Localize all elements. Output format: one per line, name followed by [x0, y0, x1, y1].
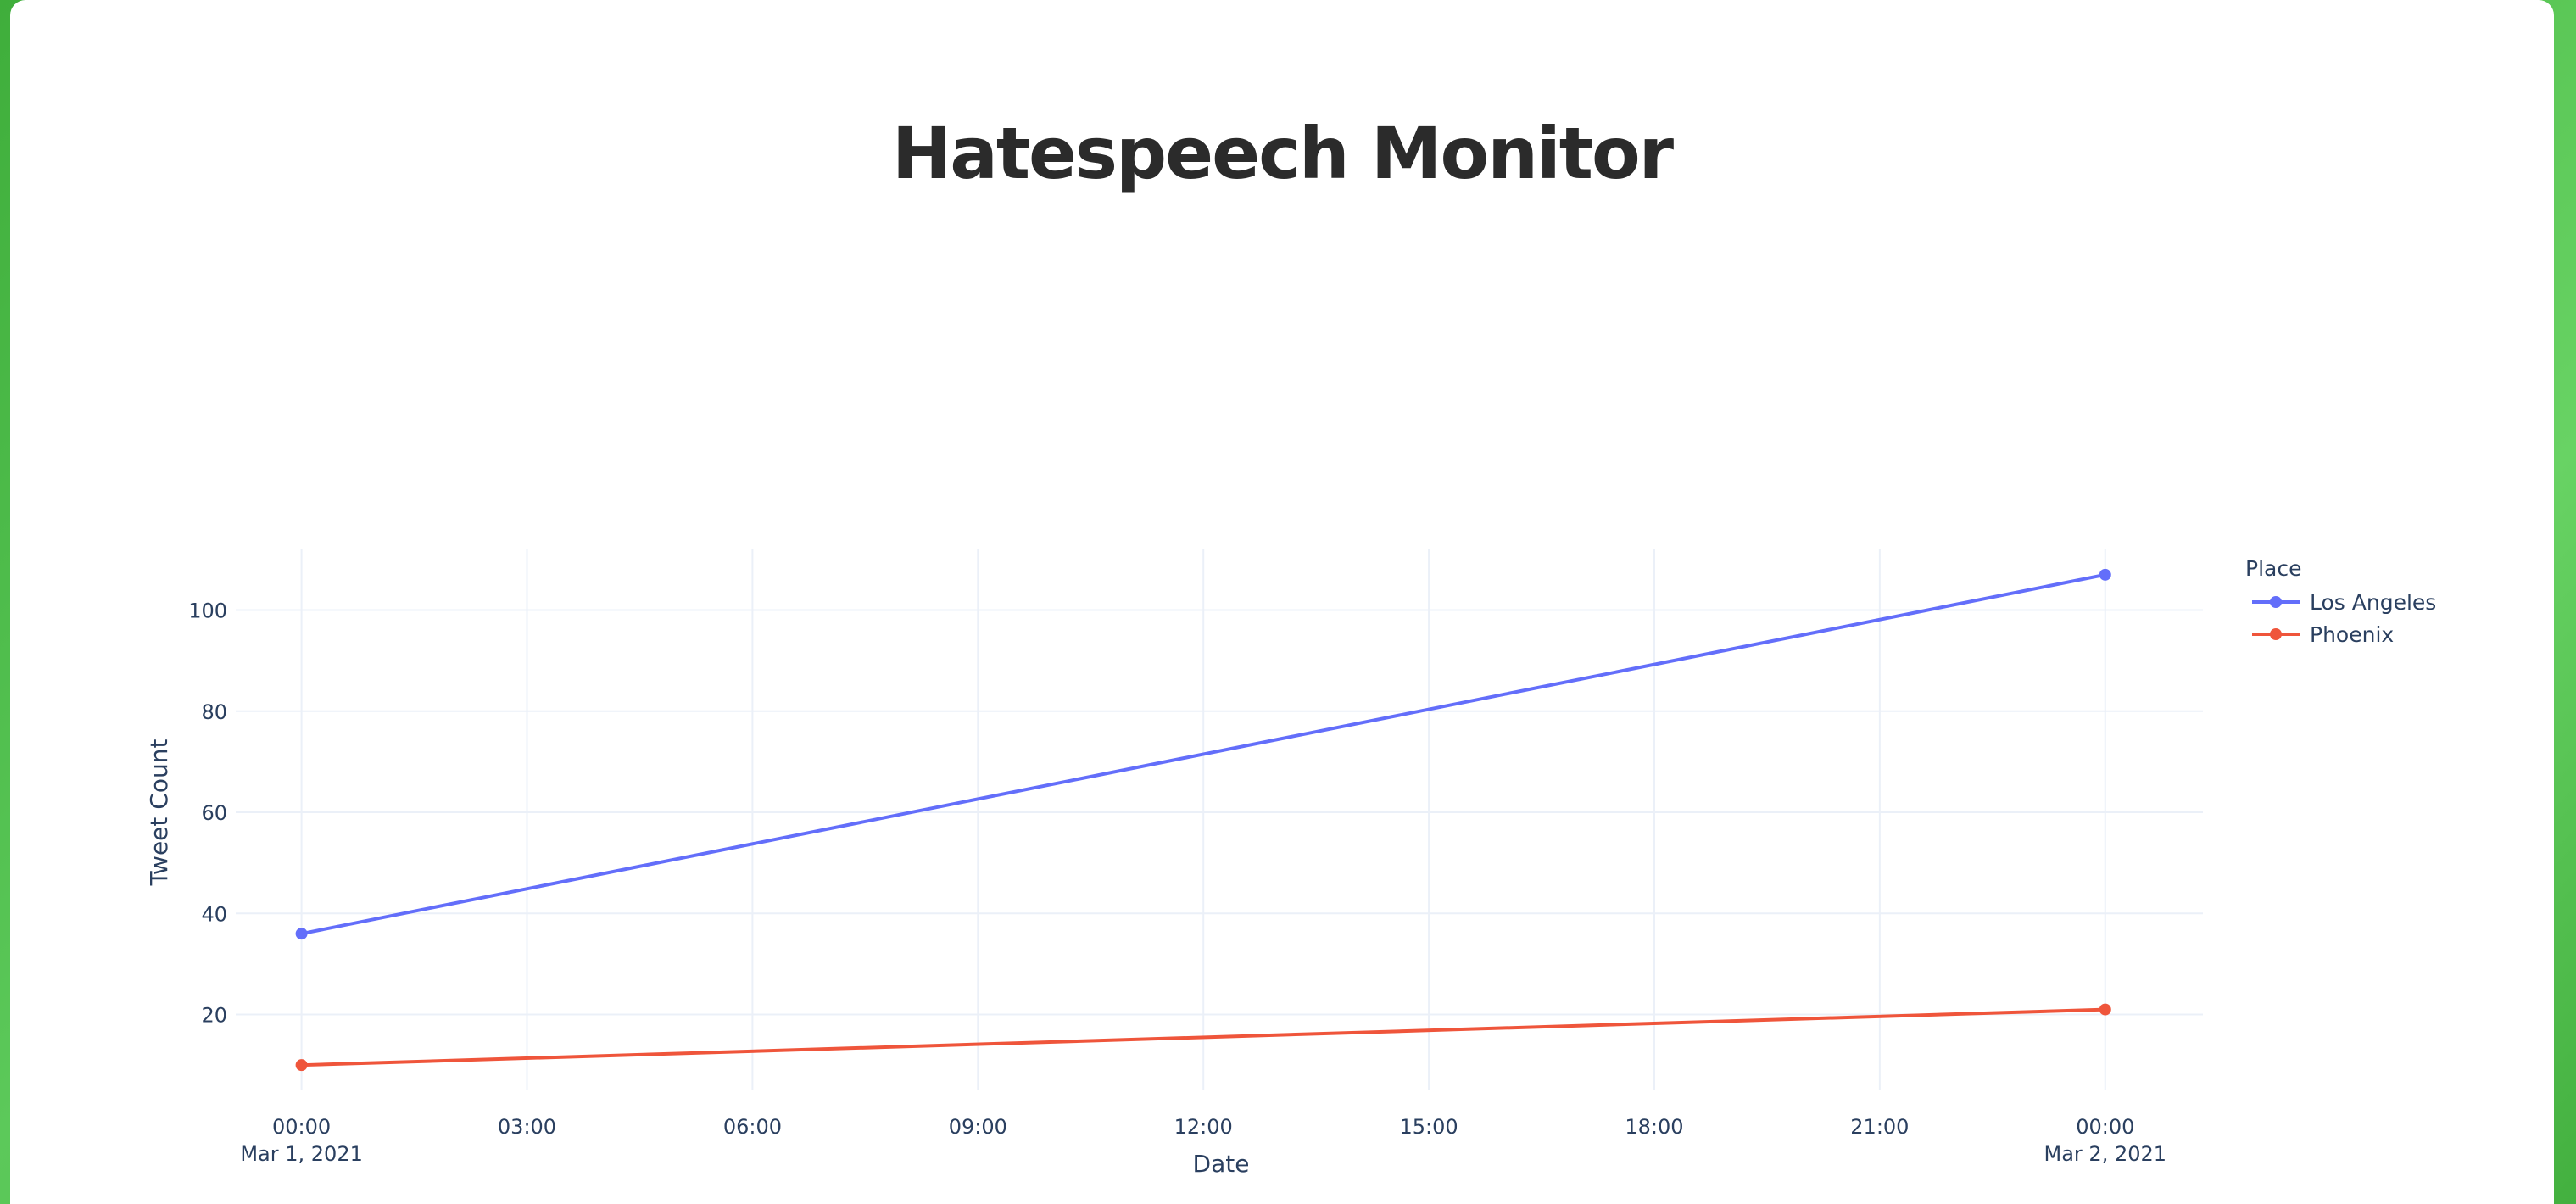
y-tick-label: 80 — [201, 700, 227, 724]
legend-item-label: Phoenix — [2310, 622, 2394, 647]
x-tick-label: 09:00 — [949, 1115, 1007, 1139]
legend: Place Los Angeles Phoenix — [2245, 556, 2436, 647]
grid-lines — [236, 549, 2203, 1090]
series-line-los-angeles — [301, 572, 2106, 936]
x-tick-label: 15:00 — [1400, 1115, 1458, 1139]
dashboard-card: Hatespeech Monitor 00:00 Mar 1, 2021 03:00… — [10, 0, 2554, 1204]
legend-item-label: Los Angeles — [2310, 590, 2436, 615]
y-tick-label: 40 — [201, 902, 227, 926]
x-tick-date-label: Mar 2, 2021 — [2044, 1142, 2167, 1166]
x-tick-label: 00:00 — [2076, 1115, 2134, 1139]
y-axis-title: Tweet Count — [145, 739, 173, 887]
x-tick-label: 21:00 — [1850, 1115, 1909, 1139]
data-point — [295, 1059, 308, 1072]
legend-title: Place — [2245, 556, 2301, 581]
page-title: Hatespeech Monitor — [891, 112, 1674, 195]
series-line-phoenix — [301, 1007, 2105, 1067]
axis-ticks: 00:00 Mar 1, 2021 03:00 06:00 09:00 12:00 15:0… — [188, 599, 2166, 1166]
legend-swatch-marker — [2270, 596, 2282, 608]
tweet-count-line-chart: 00:00 Mar 1, 2021 03:00 06:00 09:00 12:00 15:0… — [145, 549, 2436, 1178]
x-tick-label: 18:00 — [1625, 1115, 1683, 1139]
y-tick-label: 100 — [188, 599, 227, 623]
x-axis-title: Date — [1193, 1150, 1250, 1178]
data-point — [2099, 1003, 2111, 1016]
series-layer — [295, 568, 2111, 1072]
x-tick-label: 06:00 — [723, 1115, 782, 1139]
y-tick-label: 60 — [201, 801, 227, 825]
y-tick-label: 20 — [201, 1004, 227, 1028]
x-tick-date-label: Mar 1, 2021 — [240, 1142, 363, 1166]
x-tick-label: 03:00 — [498, 1115, 556, 1139]
x-tick-label: 12:00 — [1174, 1115, 1233, 1139]
x-tick-label: 00:00 — [272, 1115, 331, 1139]
data-point — [295, 928, 308, 940]
legend-swatch-marker — [2270, 628, 2282, 640]
data-point — [2099, 568, 2111, 581]
